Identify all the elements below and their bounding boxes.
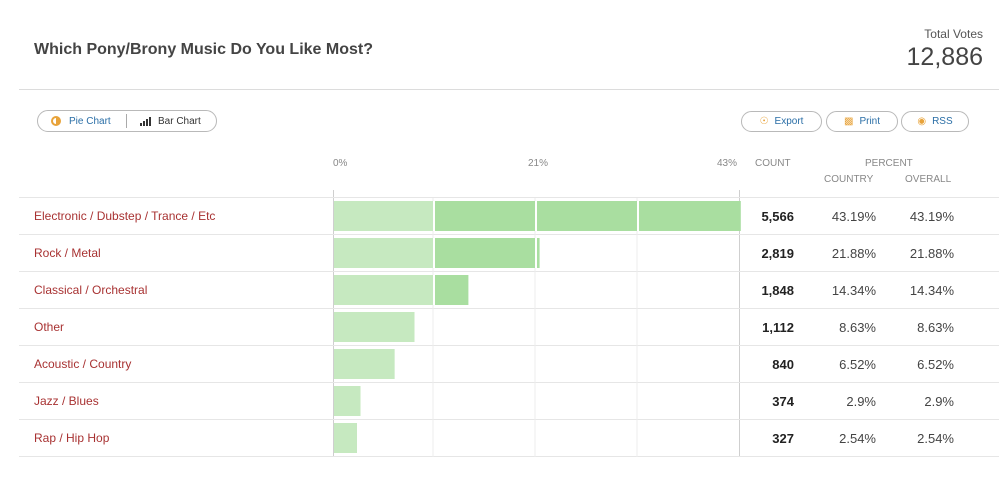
export-label: Export xyxy=(774,116,804,127)
count-value: 1,112 xyxy=(762,319,794,335)
category-label[interactable]: Rap / Hip Hop xyxy=(34,430,110,445)
category-label[interactable]: Jazz / Blues xyxy=(34,393,99,408)
bar xyxy=(334,386,361,416)
print-label: Print xyxy=(859,116,880,127)
rss-label: RSS xyxy=(932,116,953,127)
row-divider xyxy=(19,308,999,309)
country-percent: 43.19% xyxy=(831,208,876,224)
axis-line xyxy=(739,190,740,456)
row-divider xyxy=(19,197,999,198)
total-votes-value: 12,886 xyxy=(906,43,983,71)
export-button[interactable]: ☉ Export xyxy=(741,111,822,132)
overall-percent: 6.52% xyxy=(917,356,954,372)
bar-highlight xyxy=(334,423,357,453)
printer-icon: ▩ xyxy=(843,116,854,127)
bar-segment-divider xyxy=(433,238,435,268)
overall-percent: 2.54% xyxy=(917,430,954,446)
bar xyxy=(334,423,357,453)
bar-highlight xyxy=(334,238,434,268)
bar-highlight xyxy=(334,275,434,305)
bar xyxy=(334,275,469,305)
pie-chart-label: Pie Chart xyxy=(69,115,111,127)
country-percent: 14.34% xyxy=(831,282,876,298)
header-divider xyxy=(19,89,999,90)
toggle-divider xyxy=(126,114,127,128)
bar xyxy=(334,238,540,268)
country-percent: 2.9% xyxy=(846,393,876,409)
bar-chart-label: Bar Chart xyxy=(158,115,201,127)
overall-percent: 2.9% xyxy=(924,393,954,409)
bar-segment-divider xyxy=(535,201,537,231)
bar-chart-button[interactable]: Bar Chart xyxy=(127,111,201,131)
overall-percent: 14.34% xyxy=(909,282,954,298)
bar xyxy=(334,201,741,231)
overall-percent: 21.88% xyxy=(909,245,954,261)
bar-segment-divider xyxy=(637,201,639,231)
overall-percent: 43.19% xyxy=(909,208,954,224)
count-value: 2,819 xyxy=(761,245,794,261)
category-label[interactable]: Other xyxy=(34,319,65,334)
country-percent: 8.63% xyxy=(839,319,876,335)
count-value: 327 xyxy=(772,430,794,446)
export-icon: ☉ xyxy=(759,116,769,127)
axis-line xyxy=(333,190,334,456)
count-value: 5,566 xyxy=(761,208,794,224)
rss-icon: ◉ xyxy=(917,116,927,127)
bar-highlight xyxy=(334,349,395,379)
total-votes-label: Total Votes xyxy=(924,27,983,41)
overall-column-header: OVERALL xyxy=(905,174,952,185)
percent-column-header: PERCENT xyxy=(865,158,913,169)
count-value: 840 xyxy=(772,356,794,372)
category-label[interactable]: Rock / Metal xyxy=(34,245,101,260)
country-column-header: COUNTRY xyxy=(824,174,874,185)
country-percent: 21.88% xyxy=(831,245,876,261)
row-divider xyxy=(19,234,999,235)
print-button[interactable]: ▩ Print xyxy=(826,111,898,132)
count-value: 374 xyxy=(772,393,794,409)
bar xyxy=(334,312,415,342)
country-percent: 2.54% xyxy=(839,430,876,446)
row-divider xyxy=(19,419,999,420)
category-label[interactable]: Acoustic / Country xyxy=(34,356,132,371)
count-value: 1,848 xyxy=(761,282,794,298)
bar-segment-divider xyxy=(535,238,537,268)
category-label[interactable]: Classical / Orchestral xyxy=(34,282,148,297)
bar-highlight xyxy=(334,201,434,231)
bar-segment-divider xyxy=(433,275,435,305)
bar-highlight xyxy=(334,312,415,342)
row-divider xyxy=(19,345,999,346)
x-tick-label: 21% xyxy=(528,158,549,169)
bar-chart-icon xyxy=(140,116,152,126)
bar-highlight xyxy=(334,386,361,416)
bar-segment-divider xyxy=(433,201,435,231)
overall-percent: 8.63% xyxy=(917,319,954,335)
count-column-header: COUNT xyxy=(755,158,791,169)
poll-title: Which Pony/Brony Music Do You Like Most? xyxy=(34,41,373,58)
x-tick-label: 0% xyxy=(333,158,348,169)
pie-chart-icon xyxy=(51,116,61,126)
row-divider xyxy=(19,456,999,457)
country-percent: 6.52% xyxy=(839,356,876,372)
row-divider xyxy=(19,382,999,383)
chart-type-toggle: Pie Chart Bar Chart xyxy=(37,110,217,132)
x-tick-label: 43% xyxy=(717,158,738,169)
rss-button[interactable]: ◉ RSS xyxy=(901,111,969,132)
row-divider xyxy=(19,271,999,272)
category-label[interactable]: Electronic / Dubstep / Trance / Etc xyxy=(34,208,216,223)
pie-chart-button[interactable]: Pie Chart xyxy=(38,111,126,131)
bar xyxy=(334,349,395,379)
